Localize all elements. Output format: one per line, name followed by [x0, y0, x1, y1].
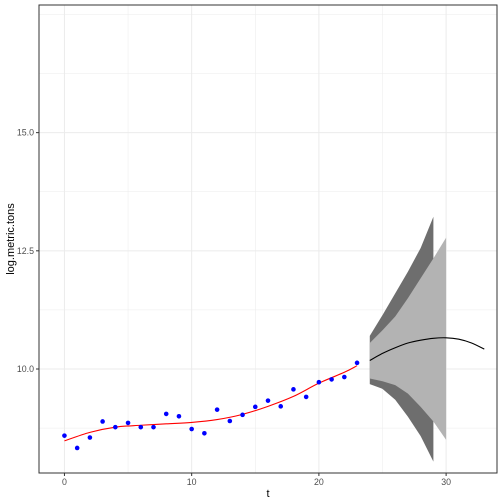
data-point: [138, 424, 144, 430]
x-tick-label: 20: [314, 477, 324, 487]
data-point: [342, 374, 347, 380]
data-point: [354, 360, 360, 366]
data-point: [214, 407, 220, 412]
forecast-line: [369, 337, 485, 361]
x-axis-title: t: [266, 488, 269, 500]
inner-prediction-band: [369, 237, 447, 440]
y-tick-label: 10.0: [17, 364, 34, 374]
y-tick-label: 15.0: [17, 128, 34, 138]
data-point: [303, 394, 309, 400]
data-point: [240, 412, 245, 418]
data-point: [100, 419, 105, 424]
data-point: [113, 424, 118, 430]
data-point: [278, 404, 284, 409]
x-tick-label: 0: [62, 477, 67, 487]
forecast-bands: [369, 216, 447, 462]
data-point: [62, 433, 67, 438]
data-point: [87, 435, 93, 440]
data-point: [163, 411, 169, 417]
x-tick-label: 30: [441, 477, 451, 487]
data-point: [265, 398, 271, 403]
data-point: [291, 387, 296, 392]
data-point: [252, 404, 258, 410]
data-point: [329, 377, 334, 382]
x-tick-label: 10: [187, 477, 197, 487]
data-point: [125, 420, 131, 426]
data-point: [316, 379, 322, 385]
data-point: [176, 413, 182, 419]
data-point: [189, 426, 194, 432]
data-point: [151, 424, 156, 430]
y-axis-title: log.metric.tons: [5, 203, 17, 275]
data-points: [62, 360, 360, 451]
axis-ticks: 0 10 20 30 10.0 12.5 15.0: [17, 128, 451, 487]
data-point: [202, 430, 207, 436]
panel-border: [38, 4, 498, 474]
data-point: [227, 418, 233, 424]
y-tick-label: 12.5: [17, 246, 34, 256]
data-point: [74, 445, 80, 451]
